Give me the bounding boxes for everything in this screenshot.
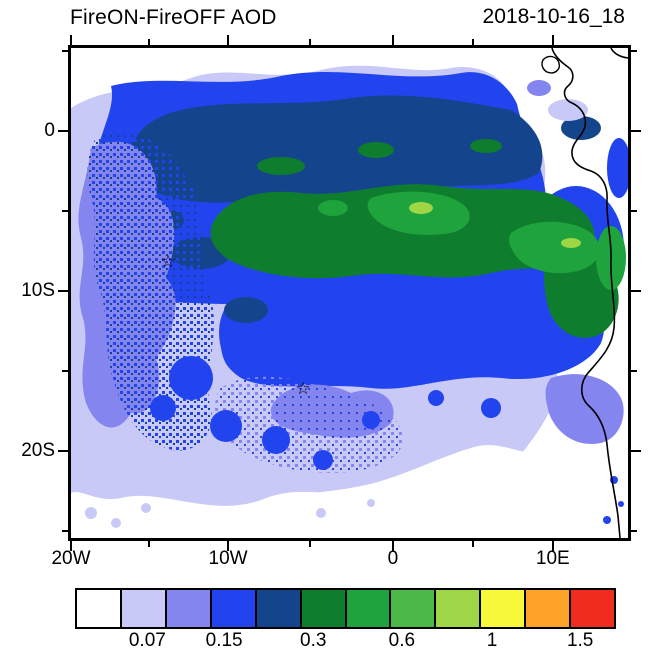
contour-blue-spot bbox=[150, 395, 176, 421]
y-axis-minor-tick bbox=[631, 369, 637, 372]
colorbar-label: 0.3 bbox=[300, 630, 327, 651]
y-axis-tick bbox=[631, 290, 641, 293]
y-axis-label: 0 bbox=[44, 119, 55, 141]
x-axis-minor-tick bbox=[147, 39, 150, 45]
white-region-bottom bbox=[201, 445, 628, 538]
colorbar-cell bbox=[481, 590, 527, 627]
contour-blue-spot bbox=[481, 398, 501, 418]
contour-lavender-speck bbox=[85, 507, 97, 519]
y-axis-label: 20S bbox=[21, 439, 55, 461]
y-axis-minor-tick bbox=[62, 210, 68, 213]
colorbar-cell bbox=[166, 590, 212, 627]
x-axis-tick bbox=[551, 35, 554, 45]
y-axis-minor-tick bbox=[62, 49, 68, 52]
contour-blue-spot bbox=[210, 410, 242, 442]
colorbar-cell bbox=[571, 590, 615, 627]
colorbar-cell bbox=[77, 590, 122, 627]
x-axis-tick bbox=[551, 541, 554, 551]
contour-green-patch bbox=[318, 200, 348, 216]
contour-green-coastal bbox=[508, 221, 600, 274]
contour-blue-spot bbox=[428, 390, 444, 406]
contour-lightgreen-patch bbox=[561, 238, 581, 248]
x-axis-tick bbox=[391, 541, 394, 551]
contour-periwinkle-patch bbox=[527, 80, 551, 96]
colorbar-label: 0.07 bbox=[128, 630, 166, 651]
colorbar-cell bbox=[526, 590, 572, 627]
y-axis-tick bbox=[58, 129, 68, 132]
coastline-corner bbox=[610, 48, 628, 59]
x-axis-minor-tick bbox=[308, 39, 311, 45]
x-axis-minor-tick bbox=[147, 541, 150, 547]
plot-date: 2018-10-16_18 bbox=[482, 5, 625, 28]
x-axis-label: 20W bbox=[51, 548, 91, 569]
map-plot: ☆ ☆ bbox=[71, 48, 628, 538]
colorbar-cell bbox=[121, 590, 167, 627]
contour-darkgreen-patch bbox=[358, 142, 394, 158]
contour-periwinkle-angola-patch bbox=[545, 374, 624, 444]
contour-darkgreen-patch bbox=[257, 157, 305, 175]
contour-blue-spot bbox=[169, 356, 213, 400]
contour-lavender-speck bbox=[316, 508, 326, 518]
colorbar-label: 1 bbox=[486, 630, 498, 651]
colorbar-cell bbox=[301, 590, 347, 627]
contour-lavender-speck bbox=[141, 503, 151, 513]
contour-blue-spot bbox=[362, 411, 380, 429]
x-axis-minor-tick bbox=[308, 541, 311, 547]
contour-darkblue-patch bbox=[224, 297, 268, 323]
star-marker: ☆ bbox=[160, 252, 175, 271]
colorbar-label: 0.15 bbox=[205, 630, 243, 651]
y-axis-minor-tick bbox=[62, 369, 68, 372]
contour-darkblue-band bbox=[130, 95, 543, 203]
x-axis-label: 10E bbox=[535, 548, 570, 569]
x-axis-tick bbox=[391, 35, 394, 45]
x-axis-label: 10W bbox=[208, 548, 248, 569]
x-axis-tick bbox=[227, 35, 230, 45]
coastline bbox=[551, 48, 621, 538]
star-marker: ☆ bbox=[295, 379, 310, 398]
contour-blue-speck bbox=[618, 501, 624, 507]
y-axis-minor-tick bbox=[62, 530, 68, 533]
colorbar-cell bbox=[211, 590, 257, 627]
contour-darkblue-patch bbox=[607, 138, 628, 198]
colorbar-cell bbox=[436, 590, 482, 627]
contour-blue-central-blob bbox=[219, 245, 605, 389]
colorbar-cell bbox=[346, 590, 392, 627]
colorbar-cell bbox=[391, 590, 437, 627]
white-region-topright bbox=[511, 48, 628, 168]
x-axis-tick bbox=[70, 541, 72, 551]
x-axis-tick bbox=[227, 541, 230, 551]
y-axis-tick bbox=[58, 290, 68, 293]
contour-lavender-speck bbox=[111, 518, 121, 528]
y-axis-tick bbox=[631, 449, 641, 452]
y-axis-minor-tick bbox=[631, 210, 637, 213]
x-axis-minor-tick bbox=[472, 39, 475, 45]
colorbar-label: 1.5 bbox=[566, 630, 594, 651]
contour-blue-spot bbox=[262, 426, 290, 454]
colorbar-label: 0.6 bbox=[388, 630, 416, 651]
y-axis-minor-tick bbox=[631, 49, 637, 52]
contour-lightgreen-patch bbox=[409, 202, 433, 214]
x-axis-label: 0 bbox=[387, 548, 399, 569]
map-frame: ☆ ☆ 20W 10W 0 10E 0 10S 20S bbox=[21, 35, 641, 569]
y-axis-tick bbox=[58, 449, 68, 452]
y-axis-label: 10S bbox=[21, 280, 55, 302]
contour-darkblue-patch bbox=[561, 116, 601, 140]
y-axis-tick bbox=[631, 129, 641, 132]
colorbar-cell bbox=[256, 590, 302, 627]
contour-blue-spot bbox=[313, 450, 333, 470]
plot-title: FireON-FireOFF AOD bbox=[70, 6, 277, 29]
island-outline bbox=[541, 55, 561, 74]
x-axis-minor-tick bbox=[472, 541, 475, 547]
x-axis-tick bbox=[70, 35, 72, 45]
contour-lavender-speck bbox=[367, 499, 375, 507]
contour-blue-speck bbox=[603, 516, 611, 524]
colorbar-labels: 0.07 0.15 0.3 0.6 1 1.5 bbox=[77, 630, 614, 656]
colorbar bbox=[75, 588, 616, 629]
y-axis-minor-tick bbox=[631, 530, 637, 533]
contour-periwinkle-patch bbox=[548, 99, 588, 121]
speckle-south bbox=[215, 376, 403, 473]
contour-darkgreen-patch bbox=[470, 139, 502, 153]
